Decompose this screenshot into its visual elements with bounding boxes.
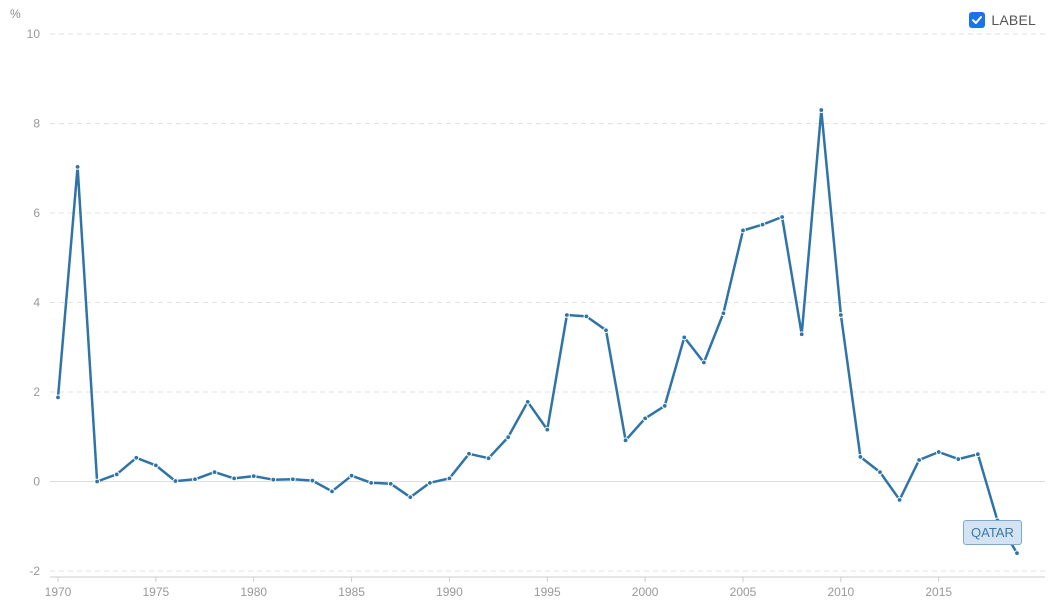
plot-area [55,107,1020,556]
data-point-1979[interactable] [231,475,238,482]
data-point-1991[interactable] [466,450,472,457]
data-point-2015[interactable] [935,449,942,455]
data-point-1973[interactable] [113,471,120,478]
data-point-1987[interactable] [387,480,394,487]
y-tick-label: 0 [33,475,40,489]
data-point-2009[interactable] [818,107,825,113]
data-point-2004[interactable] [720,310,727,317]
data-point-1997[interactable] [583,313,590,320]
data-point-1989[interactable] [426,479,433,486]
data-point-1971[interactable] [74,164,81,170]
data-point-1990[interactable] [446,475,453,482]
data-point-2013[interactable] [896,496,903,503]
data-point-1993[interactable] [505,434,512,441]
data-point-2016[interactable] [955,456,962,463]
x-tick-label: 1970 [45,585,72,599]
y-tick-label: -2 [29,564,40,578]
data-point-2014[interactable] [916,457,923,463]
data-point-1974[interactable] [133,454,140,461]
x-tick-label: 2000 [632,585,659,599]
data-point-2008[interactable] [798,331,805,338]
data-point-2017[interactable] [974,451,981,458]
data-point-1988[interactable] [407,494,414,501]
x-tick-label: 1975 [143,585,170,599]
data-point-1992[interactable] [485,455,492,462]
data-point-2002[interactable] [681,334,688,341]
data-point-1995[interactable] [544,426,551,433]
x-tick-label: 2005 [730,585,757,599]
data-point-2019[interactable] [1014,550,1020,556]
data-point-1970[interactable] [55,394,61,401]
checkmark-icon [972,16,983,24]
series-label-tag: QATAR [963,520,1022,545]
x-tick-label: 2010 [828,585,855,599]
legend-checkbox[interactable] [969,12,986,28]
data-point-1985[interactable] [348,472,355,479]
x-tick-label: 1995 [534,585,561,599]
data-point-1972[interactable] [94,478,101,485]
data-point-1980[interactable] [250,473,257,480]
y-axis-ticks: -2 0 2 4 6 8 10 [27,27,41,578]
y-tick-label: 4 [33,296,40,310]
y-tick-label: 2 [33,385,40,399]
data-point-1996[interactable] [563,312,570,318]
data-point-1994[interactable] [524,398,531,405]
data-point-1982[interactable] [289,476,296,483]
x-tick-label: 1980 [240,585,267,599]
y-tick-label: 10 [27,27,41,41]
data-point-2006[interactable] [759,221,766,228]
data-point-1983[interactable] [309,477,316,484]
series-line-0 [56,108,1019,555]
data-point-1999[interactable] [622,437,629,444]
data-point-1984[interactable] [329,488,335,495]
data-point-1981[interactable] [270,476,277,483]
data-point-1986[interactable] [368,479,375,486]
x-tick-label: 2015 [925,585,952,599]
data-point-1977[interactable] [192,476,198,483]
y-axis-unit-label: % [10,7,21,21]
data-point-2011[interactable] [857,453,864,460]
legend-item[interactable]: LABEL [969,12,1036,28]
x-axis: 1970 1975 1980 1985 1990 1995 2000 2005 2010 2015 [45,576,1045,599]
x-tick-label: 1990 [436,585,463,599]
data-point-2005[interactable] [740,227,746,234]
data-point-1998[interactable] [603,327,609,334]
y-tick-label: 8 [33,117,40,131]
x-tick-label: 1985 [338,585,365,599]
gridlines [50,33,1045,572]
data-point-1978[interactable] [211,469,218,476]
data-point-2012[interactable] [877,469,883,476]
data-point-2007[interactable] [779,214,786,220]
data-point-2010[interactable] [837,312,844,318]
legend-label: LABEL [991,12,1036,28]
y-tick-label: 6 [33,206,40,220]
data-point-1975[interactable] [152,462,159,469]
data-point-1976[interactable] [172,478,179,484]
data-point-2003[interactable] [700,359,707,366]
data-point-2001[interactable] [661,402,668,409]
data-point-2000[interactable] [642,415,649,422]
